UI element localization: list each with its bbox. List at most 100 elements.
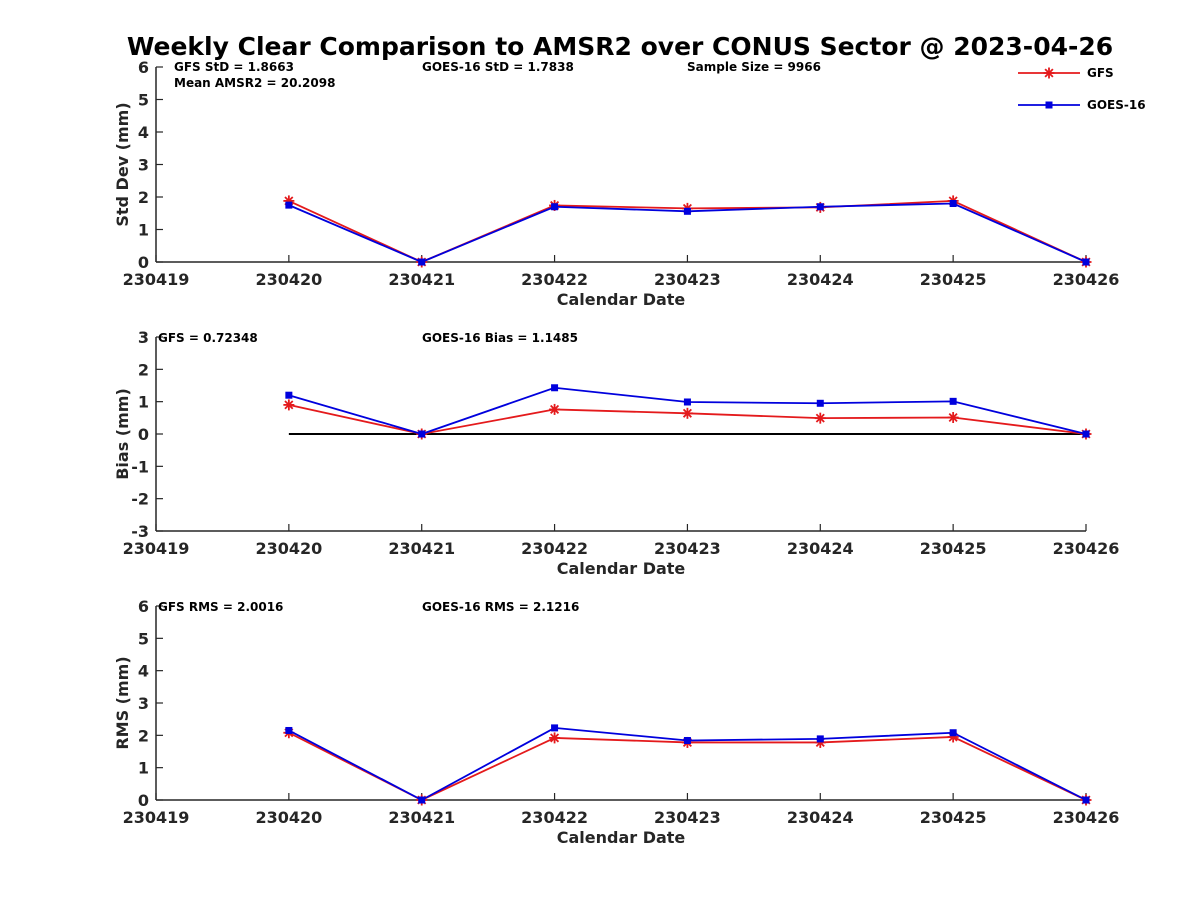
y-tick-label: 5 bbox=[138, 629, 149, 648]
data-point bbox=[285, 391, 293, 399]
panel-annotation: Sample Size = 9966 bbox=[687, 60, 821, 74]
panel-3: 0 1 2 3 4 5 6 230419 230420 230421 230422 230423 230… bbox=[113, 597, 1119, 847]
y-tick-label: 2 bbox=[138, 360, 149, 379]
panel-annotation: GFS RMS = 2.0016 bbox=[158, 600, 283, 614]
data-point bbox=[814, 412, 826, 424]
x-tick-label: 230426 bbox=[1053, 539, 1120, 558]
x-tick-label: 230421 bbox=[388, 539, 455, 558]
data-point bbox=[1082, 258, 1090, 266]
x-tick-label: 230423 bbox=[654, 270, 721, 289]
data-point bbox=[681, 407, 693, 419]
data-point bbox=[947, 412, 959, 424]
legend: GFS GOES-16 bbox=[1018, 66, 1146, 112]
panel-annotation: GOES-16 StD = 1.7838 bbox=[422, 60, 574, 74]
x-tick-label: 230424 bbox=[787, 270, 854, 289]
x-tick-label: 230426 bbox=[1053, 270, 1120, 289]
y-tick-label: 1 bbox=[138, 221, 149, 240]
data-point bbox=[549, 403, 561, 415]
x-tick-label: 230423 bbox=[654, 808, 721, 827]
x-tick-label: 230425 bbox=[920, 270, 987, 289]
x-tick-label: 230425 bbox=[920, 539, 987, 558]
data-point bbox=[418, 258, 426, 266]
x-tick-label: 230422 bbox=[521, 539, 588, 558]
y-tick-label: 1 bbox=[138, 393, 149, 412]
y-tick-label: 6 bbox=[138, 597, 149, 616]
data-point bbox=[285, 726, 293, 734]
x-tick-label: 230422 bbox=[521, 270, 588, 289]
data-point bbox=[816, 399, 824, 407]
legend-label: GOES-16 bbox=[1087, 98, 1146, 112]
data-point bbox=[949, 200, 957, 207]
chart-title: Weekly Clear Comparison to AMSR2 over CO… bbox=[127, 32, 1113, 61]
data-point bbox=[283, 399, 295, 411]
y-tick-label: 3 bbox=[138, 694, 149, 713]
data-point bbox=[816, 203, 824, 211]
y-tick-label: -2 bbox=[131, 490, 149, 509]
data-point bbox=[418, 796, 426, 804]
data-point bbox=[683, 737, 691, 745]
y-tick-label: 0 bbox=[138, 253, 149, 272]
x-tick-label: 230419 bbox=[123, 270, 190, 289]
y-tick-label: -3 bbox=[131, 522, 149, 541]
x-axis-label: Calendar Date bbox=[557, 290, 686, 309]
x-tick-label: 230425 bbox=[920, 808, 987, 827]
data-point bbox=[683, 398, 691, 406]
data-point bbox=[1082, 430, 1090, 438]
y-tick-label: 5 bbox=[138, 91, 149, 110]
legend-marker bbox=[1043, 67, 1055, 79]
y-tick-label: 2 bbox=[138, 726, 149, 745]
data-point bbox=[551, 384, 559, 392]
data-point bbox=[949, 729, 957, 737]
data-point bbox=[816, 735, 824, 743]
data-point bbox=[1082, 796, 1090, 804]
y-tick-label: 4 bbox=[138, 123, 149, 142]
series-goes-16 bbox=[285, 724, 1090, 804]
y-tick-label: 3 bbox=[138, 328, 149, 347]
x-tick-label: 230421 bbox=[388, 270, 455, 289]
x-tick-label: 230426 bbox=[1053, 808, 1120, 827]
x-tick-label: 230420 bbox=[255, 270, 322, 289]
x-tick-label: 230419 bbox=[123, 808, 190, 827]
data-point bbox=[949, 397, 957, 405]
x-tick-label: 230420 bbox=[255, 539, 322, 558]
y-tick-label: 6 bbox=[138, 58, 149, 77]
series-goes-16 bbox=[285, 384, 1090, 438]
y-tick-label: 4 bbox=[138, 662, 149, 681]
series-goes-16 bbox=[285, 200, 1090, 266]
x-axis-label: Calendar Date bbox=[557, 559, 686, 578]
x-tick-label: 230422 bbox=[521, 808, 588, 827]
panel-annotation: GFS = 0.72348 bbox=[158, 331, 258, 345]
y-axis-label: RMS (mm) bbox=[113, 656, 132, 749]
data-point bbox=[551, 203, 559, 211]
y-tick-label: 1 bbox=[138, 759, 149, 778]
panel-annotation: Mean AMSR2 = 20.2098 bbox=[174, 76, 335, 90]
data-point bbox=[285, 201, 293, 209]
data-point bbox=[418, 430, 426, 438]
x-tick-label: 230424 bbox=[787, 539, 854, 558]
x-tick-label: 230424 bbox=[787, 808, 854, 827]
y-tick-label: -1 bbox=[131, 457, 149, 476]
y-tick-label: 0 bbox=[138, 425, 149, 444]
y-tick-label: 0 bbox=[138, 791, 149, 810]
panel-1: 0 1 2 3 4 5 6 230419 230420 230421 230422 230423 230… bbox=[113, 58, 1119, 309]
y-axis-label: Std Dev (mm) bbox=[113, 102, 132, 226]
legend-entry-goes-16: GOES-16 bbox=[1018, 98, 1146, 112]
data-point bbox=[551, 724, 559, 732]
data-point bbox=[549, 732, 561, 744]
y-axis-label: Bias (mm) bbox=[113, 388, 132, 480]
panel-annotation: GOES-16 RMS = 2.1216 bbox=[422, 600, 579, 614]
legend-marker bbox=[1045, 101, 1053, 109]
y-tick-label: 2 bbox=[138, 188, 149, 207]
panel-annotation: GFS StD = 1.8663 bbox=[174, 60, 294, 74]
panel-annotation: GOES-16 Bias = 1.1485 bbox=[422, 331, 578, 345]
legend-label: GFS bbox=[1087, 66, 1114, 80]
x-tick-label: 230423 bbox=[654, 539, 721, 558]
x-tick-label: 230421 bbox=[388, 808, 455, 827]
x-tick-label: 230420 bbox=[255, 808, 322, 827]
legend-entry-gfs: GFS bbox=[1018, 66, 1114, 80]
y-tick-label: 3 bbox=[138, 156, 149, 175]
data-point bbox=[683, 207, 691, 215]
